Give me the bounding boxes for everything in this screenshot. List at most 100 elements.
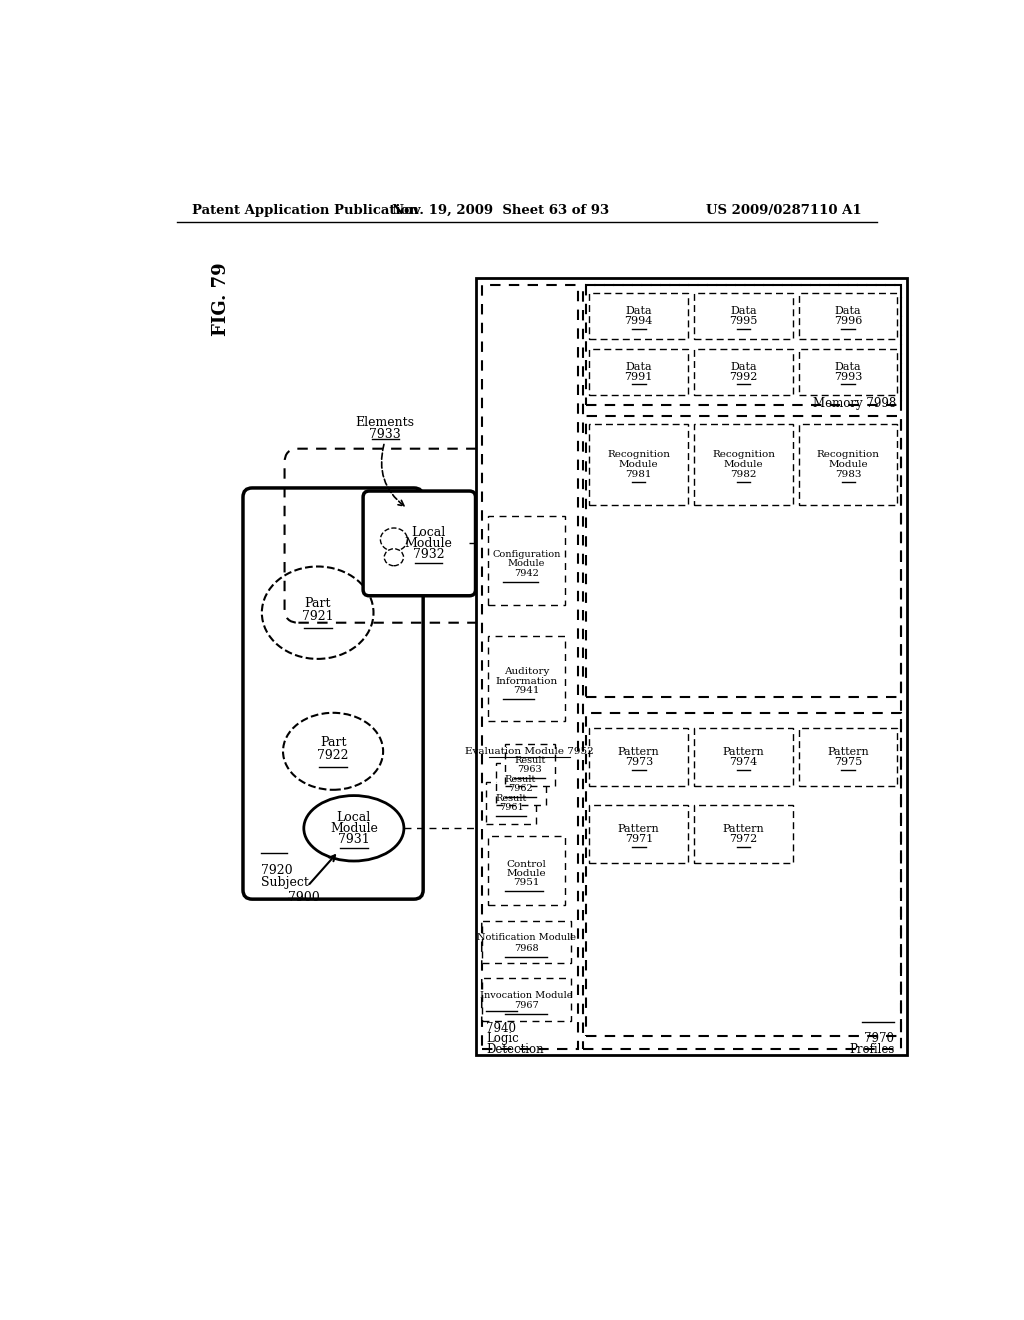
Text: Profiles: Profiles xyxy=(849,1043,894,1056)
Text: Elements: Elements xyxy=(355,416,414,429)
Text: 7920: 7920 xyxy=(261,863,293,876)
FancyBboxPatch shape xyxy=(694,424,793,506)
Text: Data: Data xyxy=(730,306,757,317)
FancyBboxPatch shape xyxy=(584,285,900,1049)
Ellipse shape xyxy=(381,528,408,552)
Text: 7931: 7931 xyxy=(338,833,370,846)
FancyBboxPatch shape xyxy=(694,348,793,395)
FancyBboxPatch shape xyxy=(590,348,688,395)
Text: Local: Local xyxy=(337,810,371,824)
FancyBboxPatch shape xyxy=(694,293,793,339)
FancyBboxPatch shape xyxy=(505,743,555,785)
Text: 7974: 7974 xyxy=(729,758,758,767)
Text: Module: Module xyxy=(724,459,763,469)
Text: 7942: 7942 xyxy=(514,569,539,578)
Text: 7970: 7970 xyxy=(864,1032,894,1045)
Text: Patent Application Publication: Patent Application Publication xyxy=(193,205,419,218)
Text: Subject: Subject xyxy=(261,876,309,890)
Text: Memory 7998: Memory 7998 xyxy=(813,397,897,411)
FancyBboxPatch shape xyxy=(694,729,793,785)
Text: Result: Result xyxy=(514,755,546,764)
Text: Pattern: Pattern xyxy=(723,824,764,834)
Text: Information: Information xyxy=(496,677,557,685)
Text: 7963: 7963 xyxy=(517,764,542,774)
Text: 7971: 7971 xyxy=(625,834,653,843)
Text: Auditory: Auditory xyxy=(504,668,549,676)
FancyBboxPatch shape xyxy=(475,277,906,1056)
Text: 7991: 7991 xyxy=(625,372,653,381)
Text: 7941: 7941 xyxy=(513,686,540,694)
Ellipse shape xyxy=(262,566,374,659)
Ellipse shape xyxy=(283,713,383,789)
Text: Evaluation Module 7952: Evaluation Module 7952 xyxy=(466,747,594,756)
FancyBboxPatch shape xyxy=(243,488,423,899)
Text: 7951: 7951 xyxy=(513,879,540,887)
Text: Data: Data xyxy=(730,362,757,372)
FancyBboxPatch shape xyxy=(487,636,565,721)
Text: 7900: 7900 xyxy=(289,891,321,904)
Text: Recognition: Recognition xyxy=(712,450,775,459)
Text: Notification Module: Notification Module xyxy=(477,933,575,941)
Text: 7994: 7994 xyxy=(625,317,653,326)
Text: 7962: 7962 xyxy=(508,784,532,793)
Text: 7983: 7983 xyxy=(835,470,861,479)
Text: Nov. 19, 2009  Sheet 63 of 93: Nov. 19, 2009 Sheet 63 of 93 xyxy=(391,205,608,218)
Text: Recognition: Recognition xyxy=(817,450,880,459)
Text: 7995: 7995 xyxy=(729,317,758,326)
Text: 7940: 7940 xyxy=(486,1022,516,1035)
Text: 7981: 7981 xyxy=(626,470,652,479)
Text: Result: Result xyxy=(496,795,527,803)
Text: 7968: 7968 xyxy=(514,944,539,953)
FancyBboxPatch shape xyxy=(487,516,565,605)
Text: Logic: Logic xyxy=(486,1032,519,1045)
Text: Data: Data xyxy=(835,306,861,317)
Text: 7993: 7993 xyxy=(834,372,862,381)
Text: Recognition: Recognition xyxy=(607,450,671,459)
Text: FIG. 79: FIG. 79 xyxy=(212,261,230,335)
Text: 7961: 7961 xyxy=(499,804,523,812)
Text: 7932: 7932 xyxy=(413,548,444,561)
FancyBboxPatch shape xyxy=(481,285,578,1049)
Text: 7996: 7996 xyxy=(834,317,862,326)
Text: 7975: 7975 xyxy=(835,758,862,767)
Text: Module: Module xyxy=(507,870,546,878)
Text: Module: Module xyxy=(828,459,868,469)
FancyBboxPatch shape xyxy=(364,491,475,595)
Text: 7973: 7973 xyxy=(625,758,653,767)
FancyBboxPatch shape xyxy=(799,424,897,506)
Text: 7933: 7933 xyxy=(369,428,400,441)
Text: Module: Module xyxy=(404,537,453,550)
Text: Local: Local xyxy=(412,527,445,539)
FancyBboxPatch shape xyxy=(694,805,793,863)
Text: Module: Module xyxy=(618,459,658,469)
FancyBboxPatch shape xyxy=(496,763,546,805)
Text: US 2009/0287110 A1: US 2009/0287110 A1 xyxy=(707,205,862,218)
FancyBboxPatch shape xyxy=(799,729,897,785)
Text: Pattern: Pattern xyxy=(723,747,764,758)
Text: Data: Data xyxy=(626,306,652,317)
FancyBboxPatch shape xyxy=(486,781,537,825)
Text: Pattern: Pattern xyxy=(617,824,659,834)
Ellipse shape xyxy=(384,549,403,566)
Text: Result: Result xyxy=(505,775,537,784)
FancyBboxPatch shape xyxy=(799,293,897,339)
Text: Pattern: Pattern xyxy=(827,747,869,758)
FancyBboxPatch shape xyxy=(799,348,897,395)
Text: Data: Data xyxy=(626,362,652,372)
Text: Data: Data xyxy=(835,362,861,372)
Text: Configuration: Configuration xyxy=(493,550,560,560)
Text: Part: Part xyxy=(304,597,331,610)
Ellipse shape xyxy=(304,796,403,861)
Text: Control: Control xyxy=(507,861,546,869)
FancyBboxPatch shape xyxy=(590,729,688,785)
Text: 7922: 7922 xyxy=(317,748,349,762)
Text: Module: Module xyxy=(330,822,378,834)
FancyBboxPatch shape xyxy=(590,293,688,339)
Text: 7921: 7921 xyxy=(302,610,334,623)
FancyBboxPatch shape xyxy=(481,978,571,1020)
Text: 7967: 7967 xyxy=(514,1002,539,1010)
Text: Detection: Detection xyxy=(486,1043,544,1056)
FancyBboxPatch shape xyxy=(590,805,688,863)
Text: Module: Module xyxy=(508,560,545,569)
Text: Pattern: Pattern xyxy=(617,747,659,758)
